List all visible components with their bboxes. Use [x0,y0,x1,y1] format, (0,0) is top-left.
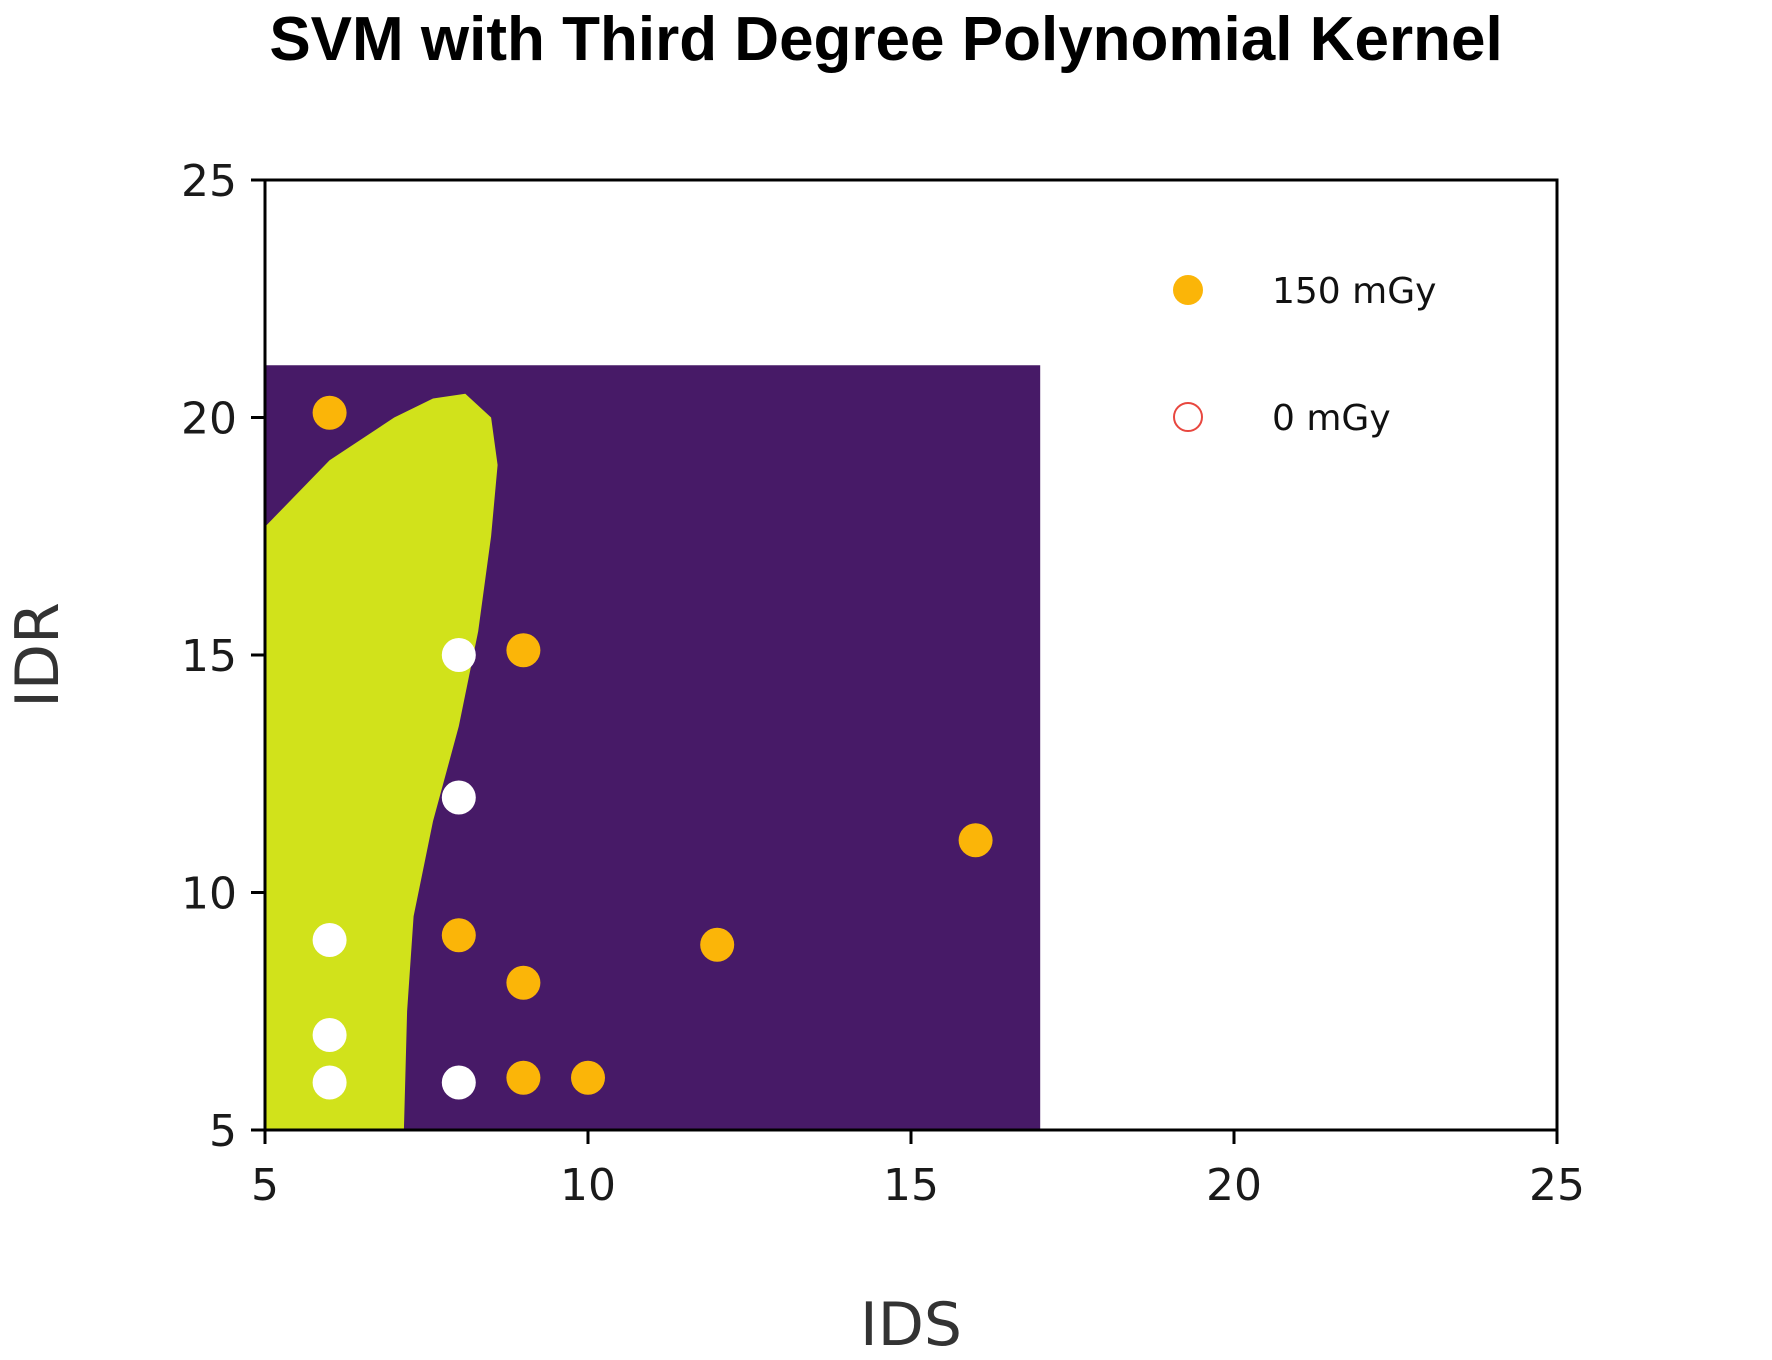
data-point-150-mgy-0 [312,395,347,430]
legend-marker-150-mgy [1173,275,1203,305]
data-point-150-mgy-2 [958,823,993,858]
data-point-0-mgy-5 [441,1065,476,1100]
data-point-0-mgy-1 [441,780,476,815]
legend: 150 mGy 0 mGy [1173,271,1436,439]
x-tick-label-1: 10 [560,1160,616,1211]
y-tick-label-0: 5 [209,1106,237,1157]
legend-label-0-mgy: 0 mGy [1272,398,1391,439]
data-points-layer [312,395,993,1100]
y-tick-label-1: 10 [181,869,237,920]
y-tick-label-4: 25 [181,156,237,207]
data-point-150-mgy-7 [571,1060,605,1095]
data-point-150-mgy-1 [506,633,541,668]
data-point-0-mgy-2 [312,923,347,957]
chart-title: SVM with Third Degree Polynomial Kernel [269,5,1503,74]
x-axis-label: IDS [860,1290,962,1360]
y-tick-label-2: 15 [181,631,237,682]
decision-region-layer [265,365,1041,1130]
y-axis-label: IDR [3,602,73,708]
x-tick-label-2: 15 [883,1160,939,1211]
data-point-0-mgy-0 [441,638,476,672]
data-point-150-mgy-6 [506,1060,541,1095]
y-tick-label-3: 20 [181,394,237,445]
x-tick-label-3: 20 [1206,1160,1262,1211]
data-point-150-mgy-3 [441,918,476,953]
axis-ticks: 5 10 15 20 25 5 10 15 20 25 [181,156,1585,1211]
legend-label-150-mgy: 150 mGy [1272,271,1436,312]
data-point-150-mgy-5 [506,965,541,1000]
data-point-150-mgy-4 [700,927,735,962]
data-point-0-mgy-3 [312,1018,347,1052]
data-point-0-mgy-4 [312,1065,347,1100]
x-tick-label-0: 5 [251,1160,279,1211]
x-tick-label-4: 25 [1529,1160,1585,1211]
legend-marker-0-mgy [1173,402,1203,432]
